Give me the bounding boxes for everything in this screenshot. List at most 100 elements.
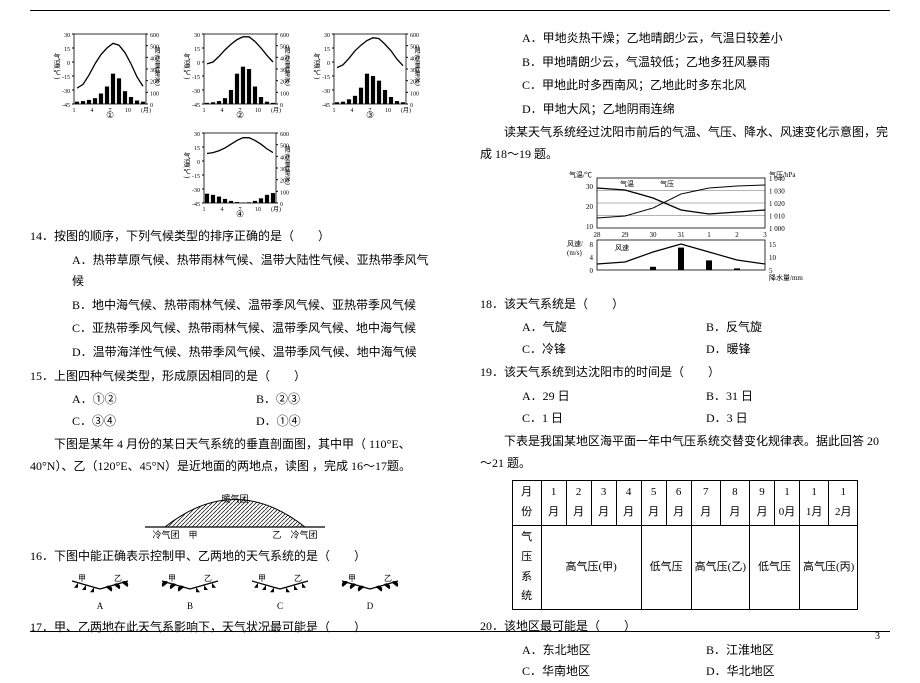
q14-b: B．地中海气候、热带雨林气候、温带季风气候、亚热带季风气候 — [30, 295, 440, 317]
svg-text:气压: 气压 — [660, 179, 674, 188]
q16-stem: 16．下图中能正确表示控制甲、乙两地的天气系统的是（ ） — [30, 546, 440, 568]
svg-text:甲: 甲 — [78, 574, 86, 583]
q18-b: B．反气旋 — [706, 317, 890, 339]
q14-c: C．亚热带季风气候、热带雨林气候、温带季风气候、地中海气候 — [30, 318, 440, 340]
svg-text:(月): (月) — [271, 206, 281, 213]
svg-text:降水量(毫米): 降水量(毫米) — [414, 45, 420, 86]
svg-text:15: 15 — [194, 146, 200, 152]
svg-text:气温: 气温 — [620, 179, 634, 188]
svg-text:1 010: 1 010 — [769, 212, 785, 220]
svg-text:-45: -45 — [322, 103, 330, 109]
q15-d: D．①④ — [256, 411, 440, 433]
q19-b: B．31 日 — [706, 386, 890, 408]
svg-text:2: 2 — [735, 231, 739, 239]
svg-text:B: B — [187, 601, 193, 611]
svg-text:-30: -30 — [192, 188, 200, 194]
svg-text:风速: 风速 — [615, 244, 629, 252]
svg-text:1: 1 — [203, 108, 206, 114]
svg-text:0: 0 — [197, 61, 200, 67]
q15-c: C．③④ — [72, 411, 256, 433]
svg-text:1: 1 — [73, 108, 76, 114]
q20-c: C．华南地区 — [522, 661, 706, 683]
svg-text:-45: -45 — [192, 103, 200, 109]
svg-text:0: 0 — [67, 61, 70, 67]
pre20: 下表是我国某地区海平面一年中气压系统交替变化规律表。据此回答 20～21 题。 — [480, 431, 890, 474]
svg-text:-15: -15 — [192, 174, 200, 180]
q19-stem: 19．该天气系统到达沈阳市的时间是（ ） — [480, 362, 890, 384]
svg-text:30: 30 — [586, 183, 594, 191]
svg-text:-15: -15 — [322, 75, 330, 81]
svg-text:15: 15 — [64, 47, 70, 53]
q20-a: A．东北地区 — [522, 640, 706, 662]
svg-text:10: 10 — [385, 108, 391, 114]
svg-text:-30: -30 — [192, 89, 200, 95]
svg-text:30: 30 — [194, 132, 200, 138]
svg-text:0: 0 — [327, 61, 330, 67]
svg-text:气温(℃): 气温(℃) — [183, 151, 191, 179]
svg-text:100: 100 — [150, 91, 159, 97]
svg-text:0: 0 — [590, 267, 594, 275]
svg-text:10: 10 — [255, 207, 261, 213]
svg-text:4: 4 — [91, 108, 94, 114]
svg-text:3: 3 — [763, 231, 767, 239]
svg-text:乙: 乙 — [204, 574, 212, 583]
q18-a: A．气旋 — [522, 317, 706, 339]
pre16: 下图是某年 4 月份的某日天气系统的垂直剖面图，其中甲（ 110°E、40°N）… — [30, 434, 440, 477]
svg-text:30: 30 — [194, 33, 200, 39]
svg-text:600: 600 — [280, 33, 289, 39]
front-section-diagram: 暖气团 冷气团 甲 乙 冷气团 — [125, 482, 345, 542]
svg-text:A: A — [97, 601, 104, 611]
q20-stem: 20．该地区最可能是（ ） — [480, 616, 890, 638]
svg-text:降水量(毫米): 降水量(毫米) — [284, 144, 290, 185]
pressure-table: 月份1月2月3月4月5月6月7月8月9月10月11月12月 气压系统高气压(甲)… — [512, 480, 859, 610]
svg-text:4: 4 — [590, 254, 594, 262]
chart-4: 30150-15-30-45010020030040050060014710(月… — [180, 125, 290, 220]
svg-text:-45: -45 — [62, 103, 70, 109]
q19-c: C．1 日 — [522, 408, 706, 430]
svg-text:乙 冷气团: 乙 冷气团 — [272, 529, 317, 540]
q20-d: D．华北地区 — [706, 661, 890, 683]
svg-text:1 000: 1 000 — [769, 225, 785, 233]
q17-b: B．甲地晴朗少云，气温较低；乙地多狂风暴雨 — [480, 52, 890, 74]
q17-a: A．甲地炎热干燥；乙地晴朗少云，气温日较差小 — [480, 28, 890, 50]
svg-text:10: 10 — [769, 254, 777, 262]
svg-text:1: 1 — [203, 207, 206, 213]
svg-text:15: 15 — [194, 47, 200, 53]
svg-text:1: 1 — [707, 231, 711, 239]
svg-text:降水量/mm: 降水量/mm — [769, 273, 803, 282]
svg-text:4: 4 — [221, 108, 224, 114]
climate-charts: 30150-15-30-45010020030040050060014710(月… — [30, 26, 440, 220]
q18-stem: 18．该天气系统是（ ） — [480, 294, 890, 316]
q15-b: B．②③ — [256, 389, 440, 411]
svg-text:气温(℃): 气温(℃) — [53, 52, 61, 80]
q19-d: D．3 日 — [706, 408, 890, 430]
svg-text:(m/s): (m/s) — [567, 249, 582, 257]
q18-c: C．冷锋 — [522, 339, 706, 361]
svg-text:D: D — [367, 601, 374, 611]
svg-text:30: 30 — [650, 231, 658, 239]
svg-text:气压/hPa: 气压/hPa — [769, 170, 796, 179]
svg-text:-15: -15 — [192, 75, 200, 81]
chart-3: 30150-15-30-45010020030040050060014710(月… — [310, 26, 420, 121]
q14-stem: 14．按图的顺序，下列气候类型的排序正确的是（ ） — [30, 226, 440, 248]
svg-text:冷气团 甲: 冷气团 甲 — [152, 529, 197, 540]
svg-text:甲: 甲 — [168, 574, 176, 583]
q17-stem: 17．甲、乙两地在此天气系影响下，天气状况最可能是（ ） — [30, 617, 440, 639]
svg-text:0: 0 — [197, 160, 200, 166]
svg-text:100: 100 — [410, 91, 419, 97]
svg-text:10: 10 — [125, 108, 131, 114]
svg-text:④: ④ — [236, 209, 244, 219]
svg-text:暖气团: 暖气团 — [221, 493, 248, 504]
front-options: 甲乙A甲乙B甲乙C甲乙D — [55, 571, 415, 613]
svg-text:30: 30 — [324, 33, 330, 39]
svg-text:8: 8 — [590, 241, 594, 249]
svg-text:气温/℃: 气温/℃ — [569, 170, 592, 179]
svg-text:乙: 乙 — [114, 574, 122, 583]
svg-text:(月): (月) — [141, 107, 151, 114]
svg-text:甲: 甲 — [258, 574, 266, 583]
q20-b: B．江淮地区 — [706, 640, 890, 662]
svg-text:600: 600 — [280, 132, 289, 138]
svg-text:甲: 甲 — [348, 574, 356, 583]
page-number: 3 — [875, 628, 880, 646]
svg-text:20: 20 — [586, 203, 594, 211]
